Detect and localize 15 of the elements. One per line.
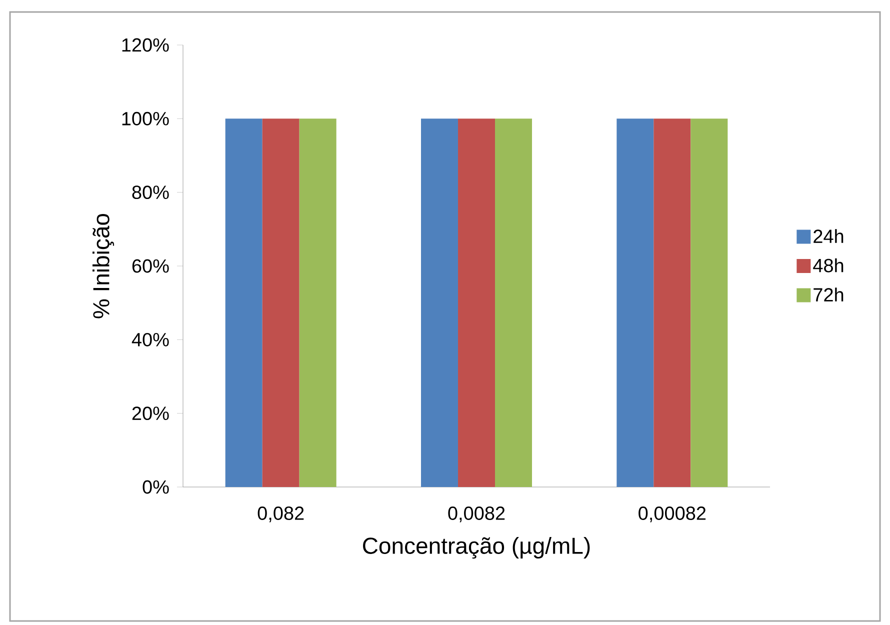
y-tick-label: 100% [122,112,169,126]
x-tick-label: 0,0082 [448,506,505,522]
y-tick-label: 40% [132,332,169,346]
y-tick-label: 80% [132,186,169,200]
x-axis-title: Concentração (µg/mL) [363,537,590,559]
y-tick-label: 0% [142,480,169,494]
y-axis-title: % Inibição [92,214,114,318]
y-tick-label: 60% [132,259,169,273]
y-tick-label: 120% [122,38,169,52]
legend-label: 72h [814,288,844,302]
y-tick-label: 20% [132,406,169,420]
x-tick-label: 0,00082 [638,506,706,522]
x-tick-label: 0,082 [258,506,304,522]
legend-label: 24h [814,229,844,243]
legend-label: 48h [813,258,844,272]
